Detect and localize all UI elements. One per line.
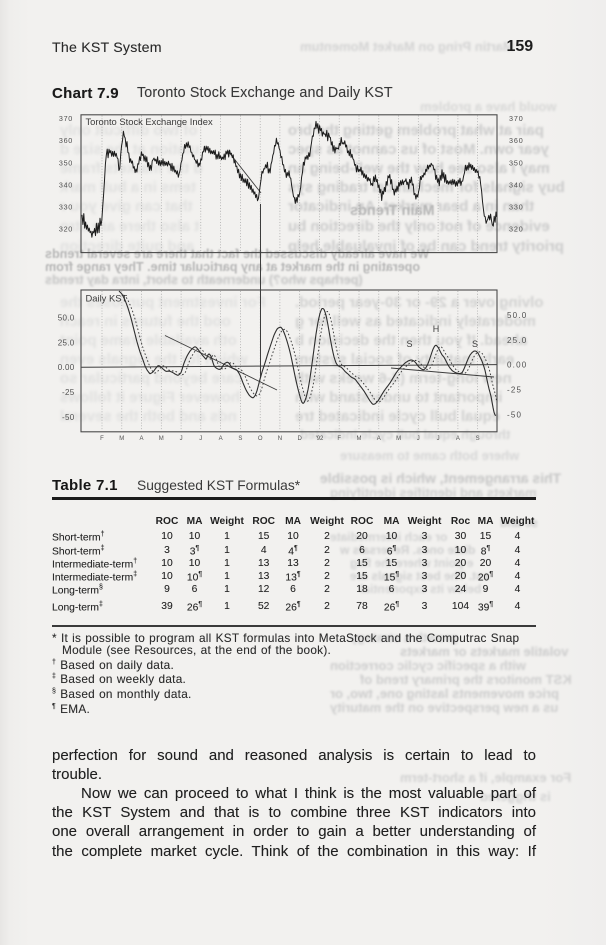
svg-text:-50: -50 <box>507 410 522 419</box>
svg-text:25.0: 25.0 <box>507 336 527 345</box>
svg-text:350: 350 <box>509 158 524 167</box>
svg-text:M: M <box>119 436 124 442</box>
svg-text:S: S <box>476 436 480 442</box>
svg-text:J: J <box>199 436 202 442</box>
svg-text:H: H <box>433 324 440 334</box>
svg-text:A: A <box>219 436 223 442</box>
svg-text:J: J <box>417 436 420 442</box>
svg-text:330: 330 <box>59 203 73 212</box>
svg-text:J: J <box>437 436 440 442</box>
svg-text:360: 360 <box>59 136 73 145</box>
svg-text:A: A <box>139 436 143 442</box>
svg-text:370: 370 <box>59 114 73 123</box>
svg-text:F: F <box>100 436 104 442</box>
svg-text:N: N <box>278 436 282 442</box>
svg-text:50.0: 50.0 <box>58 314 75 323</box>
svg-text:340: 340 <box>59 180 73 189</box>
svg-text:J: J <box>180 436 183 442</box>
svg-text:S: S <box>238 436 242 442</box>
svg-text:0.00: 0.00 <box>58 363 75 372</box>
svg-text:0.00: 0.00 <box>507 361 527 370</box>
svg-text:Toronto Stock Exchange Index: Toronto Stock Exchange Index <box>86 116 213 127</box>
svg-text:320: 320 <box>59 225 73 234</box>
svg-text:320: 320 <box>509 225 524 234</box>
svg-text:25.0: 25.0 <box>58 338 75 347</box>
svg-text:O: O <box>258 436 263 442</box>
svg-text:A: A <box>456 436 460 442</box>
svg-text:350: 350 <box>59 158 73 167</box>
svg-text:370: 370 <box>509 114 524 123</box>
svg-text:D: D <box>298 436 303 442</box>
svg-text:340: 340 <box>509 180 524 189</box>
svg-text:'92: '92 <box>316 436 324 442</box>
svg-text:S: S <box>406 339 412 349</box>
svg-text:330: 330 <box>509 203 524 212</box>
svg-text:-25: -25 <box>507 386 522 395</box>
svg-text:A: A <box>377 436 381 442</box>
svg-text:-25: -25 <box>62 388 75 397</box>
svg-text:F: F <box>337 436 341 442</box>
svg-text:360: 360 <box>509 136 524 145</box>
svg-text:-50: -50 <box>62 413 75 422</box>
svg-text:M: M <box>159 436 164 442</box>
svg-text:50.0: 50.0 <box>507 311 527 320</box>
svg-text:M: M <box>396 436 401 442</box>
svg-text:M: M <box>357 436 362 442</box>
svg-text:Daily KST: Daily KST <box>86 293 128 304</box>
svg-text:S: S <box>472 339 478 349</box>
